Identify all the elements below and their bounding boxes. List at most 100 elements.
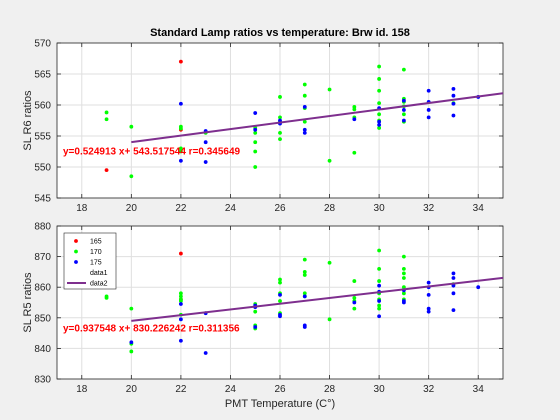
y-tick-label: 545	[34, 194, 51, 205]
point-170	[178, 294, 183, 299]
point-175	[129, 340, 134, 345]
fit-line-top	[131, 92, 504, 144]
point-170	[327, 317, 332, 322]
point-170	[129, 124, 134, 129]
x-tick-label: 26	[274, 203, 286, 214]
point-170	[401, 276, 406, 280]
point-170	[178, 149, 183, 154]
legend-label-175: 175	[90, 260, 102, 267]
legend-label-170: 170	[90, 249, 102, 256]
legend-marker-170	[74, 249, 78, 254]
point-170	[377, 64, 382, 69]
point-175	[302, 127, 307, 132]
legend-marker-165	[74, 239, 78, 243]
point-170	[401, 266, 406, 271]
point-175	[401, 118, 406, 123]
point-170	[278, 115, 282, 120]
point-170	[129, 174, 134, 179]
point-175	[451, 101, 456, 106]
point-175	[178, 338, 183, 343]
point-175	[302, 294, 307, 299]
point-170	[377, 266, 382, 271]
point-170	[377, 77, 382, 81]
point-170	[302, 82, 307, 87]
point-175	[426, 292, 431, 297]
x-tick-label: 32	[423, 203, 435, 214]
point-175	[377, 122, 382, 127]
point-170	[253, 149, 258, 154]
point-175	[178, 317, 183, 322]
point-175	[451, 276, 456, 280]
point-170	[302, 93, 307, 98]
point-170	[401, 112, 406, 117]
legend-label-165: 165	[90, 239, 102, 246]
point-170	[302, 119, 307, 124]
point-170	[327, 260, 332, 265]
point-170	[129, 306, 134, 311]
point-175	[451, 271, 456, 276]
point-175	[426, 108, 431, 112]
legend-box	[63, 232, 117, 290]
point-175	[278, 314, 282, 319]
point-170	[302, 257, 307, 262]
point-170	[253, 140, 258, 145]
x-axis-label: PMT Temperature (C°)	[225, 398, 335, 410]
point-175	[401, 98, 406, 103]
point-175	[352, 300, 357, 305]
point-175	[451, 291, 456, 296]
point-170	[302, 291, 307, 296]
x-tick-label: 34	[473, 203, 485, 214]
point-175	[377, 299, 382, 303]
point-175	[178, 158, 183, 163]
point-175	[426, 306, 431, 311]
point-165	[178, 59, 183, 64]
point-170	[352, 296, 357, 300]
figure-title: Standard Lamp ratios vs temperature: Brw…	[150, 27, 410, 39]
y-tick-label: 565	[34, 70, 51, 81]
point-170	[377, 126, 382, 130]
y-tick-label: 870	[34, 252, 51, 263]
point-175	[377, 119, 382, 124]
point-170	[104, 110, 109, 115]
regression-annotation-bottom: y=0.937548 x+ 830.226242 r=0.311356	[63, 324, 240, 335]
point-175	[278, 292, 282, 297]
x-tick-label: 28	[324, 384, 336, 395]
point-170	[352, 107, 357, 112]
y-axis-label-top: SL R6 ratios	[22, 90, 34, 151]
point-175	[203, 160, 208, 164]
x-tick-label: 32	[423, 384, 435, 395]
point-170	[278, 131, 282, 135]
point-175	[476, 285, 481, 290]
point-170	[327, 158, 332, 163]
x-tick-label: 30	[374, 384, 386, 395]
point-170	[278, 137, 282, 142]
y-tick-label: 550	[34, 163, 51, 174]
legend-marker-175	[74, 260, 78, 264]
point-175	[178, 302, 183, 306]
point-170	[352, 306, 357, 311]
y-tick-label: 830	[34, 375, 51, 386]
point-175	[426, 309, 431, 314]
x-tick-label: 22	[175, 384, 187, 395]
point-170	[377, 248, 382, 253]
point-175	[401, 300, 406, 305]
point-170	[401, 271, 406, 276]
point-170	[253, 165, 258, 169]
point-175	[377, 314, 382, 319]
y-tick-label: 880	[34, 222, 51, 233]
point-170	[129, 349, 134, 354]
point-175	[451, 308, 456, 313]
point-170	[104, 117, 109, 122]
point-170	[401, 285, 406, 290]
x-tick-label: 20	[126, 203, 138, 214]
point-170	[302, 273, 307, 277]
plot-bottom-r5: 18 20 22 24 26 28 30 32 34 830 840 850 860 870 880 SL R…	[22, 222, 504, 410]
point-175	[302, 104, 307, 109]
x-tick-label: 18	[76, 384, 88, 395]
point-175	[451, 113, 456, 118]
point-175	[253, 127, 258, 132]
fit-line-bottom	[131, 276, 504, 322]
point-170	[104, 296, 109, 300]
